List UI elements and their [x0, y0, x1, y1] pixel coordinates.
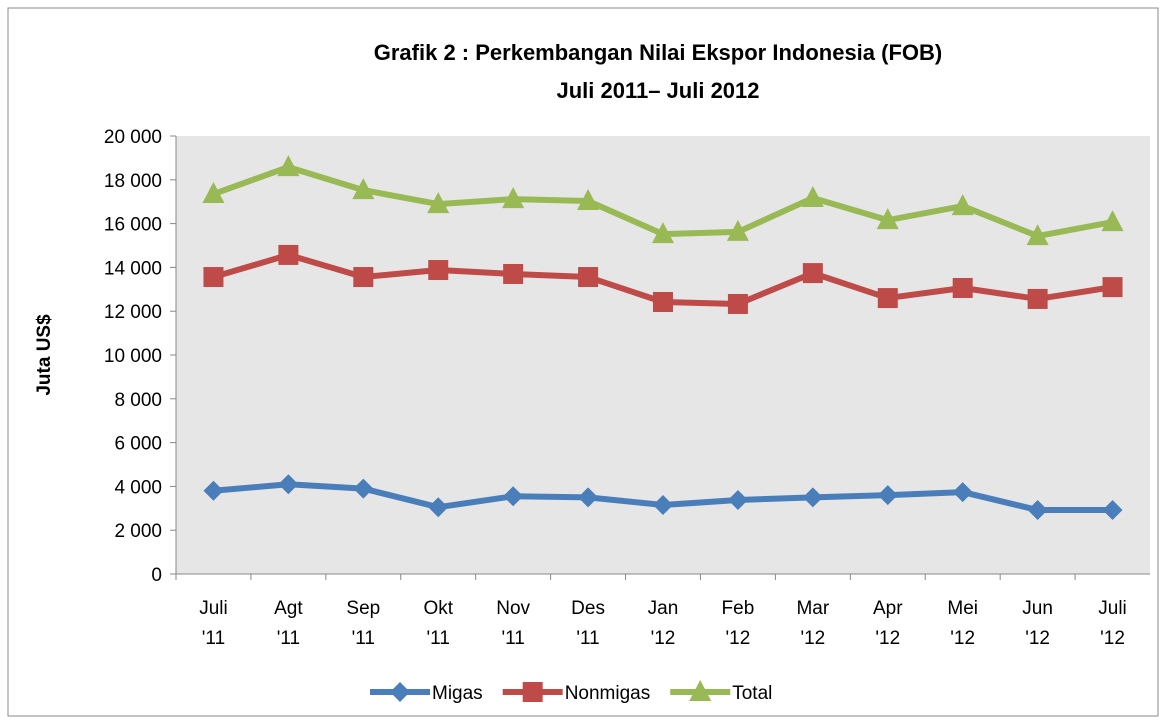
data-point	[727, 293, 748, 314]
data-point	[503, 263, 524, 284]
y-tick-label: 18 000	[104, 171, 162, 192]
data-point	[1026, 224, 1049, 246]
y-tick-label: 2 000	[114, 521, 162, 542]
data-point	[577, 189, 600, 211]
y-tick-label: 14 000	[104, 258, 162, 279]
x-tick-label: Jun '12	[1022, 598, 1053, 649]
data-point	[503, 486, 524, 507]
y-tick-label: 4 000	[114, 477, 162, 498]
data-point	[578, 267, 599, 288]
y-tick-label: 0	[151, 565, 162, 586]
y-tick-label: 12 000	[104, 302, 162, 323]
data-point	[802, 487, 823, 508]
legend-marker	[689, 680, 712, 701]
data-point	[202, 182, 225, 204]
data-point	[951, 194, 974, 216]
data-point	[578, 487, 599, 508]
data-point	[1101, 210, 1124, 232]
data-point	[877, 485, 898, 506]
x-tick-label: Nov '11	[496, 598, 530, 649]
chart-subtitle: Juli 2011– Juli 2012	[556, 78, 759, 103]
legend-label: Nonmigas	[565, 683, 651, 704]
legend-marker	[390, 682, 410, 702]
data-point	[352, 178, 375, 200]
y-tick-label: 10 000	[104, 346, 162, 367]
data-point	[726, 219, 749, 241]
data-point	[203, 480, 224, 501]
chart-title: Grafik 2 : Perkembangan Nilai Ekspor Ind…	[374, 40, 942, 65]
data-point	[502, 187, 525, 209]
y-tick-label: 16 000	[104, 215, 162, 236]
data-point	[277, 155, 300, 177]
y-tick-label: 20 000	[104, 127, 162, 148]
legend-label: Total	[732, 683, 772, 704]
legend-marker	[522, 682, 543, 702]
x-tick-label: Sep '11	[346, 598, 380, 649]
data-point	[802, 263, 823, 284]
data-point	[952, 277, 973, 298]
y-axis-label: Juta US$	[34, 314, 55, 396]
x-tick-label: Feb '12	[722, 598, 755, 649]
data-point	[428, 260, 449, 281]
x-tick-label: Mei '12	[947, 598, 978, 649]
data-point	[1027, 500, 1048, 521]
x-tick-label: Jan '12	[648, 598, 679, 649]
x-tick-label: Agt '11	[274, 598, 303, 649]
data-point	[427, 192, 450, 214]
data-point	[653, 495, 673, 516]
legend-label: Migas	[432, 683, 483, 704]
data-point	[1027, 288, 1048, 309]
x-tick-label: Juli '12	[1098, 598, 1127, 649]
x-tick-label: Juli '11	[199, 598, 228, 649]
data-point	[652, 222, 674, 244]
data-point	[278, 244, 299, 265]
x-tick-label: Mar '12	[796, 598, 829, 649]
y-tick-label: 8 000	[114, 390, 162, 411]
data-point	[353, 267, 374, 288]
data-point	[353, 478, 374, 499]
data-point	[428, 497, 449, 518]
data-point	[801, 185, 824, 207]
data-point	[877, 288, 898, 309]
data-point	[278, 474, 299, 495]
y-tick-label: 6 000	[114, 434, 162, 455]
x-tick-label: Des '11	[571, 598, 605, 649]
data-point	[876, 208, 899, 230]
x-tick-label: Okt '11	[423, 598, 453, 649]
data-point	[1102, 277, 1123, 298]
data-point	[203, 267, 224, 288]
data-point	[1102, 500, 1123, 521]
x-tick-label: Apr '12	[873, 598, 903, 649]
data-point	[952, 482, 973, 503]
data-point	[727, 489, 748, 510]
data-point	[653, 292, 673, 313]
